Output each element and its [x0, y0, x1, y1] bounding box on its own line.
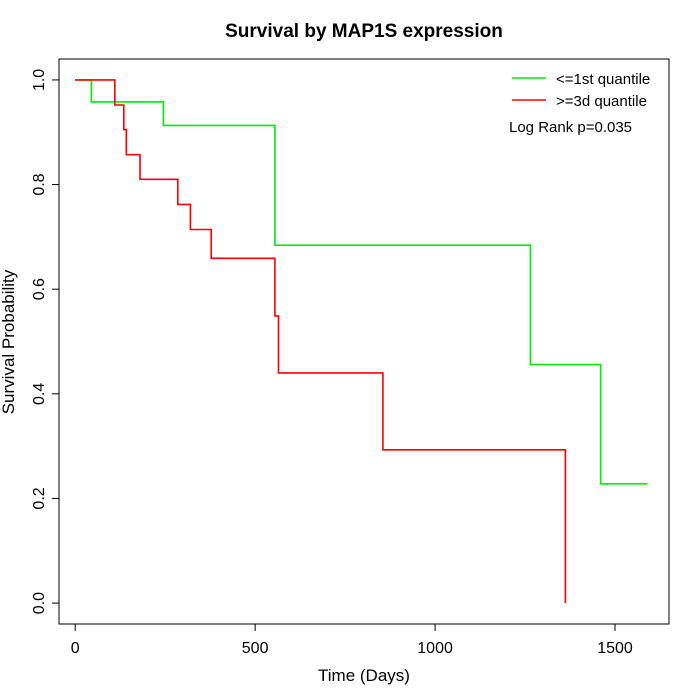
legend-label-series-1: <=1st quantile — [556, 71, 650, 88]
x-tick-label: 1000 — [417, 640, 453, 657]
survival-curve-series-2 — [75, 79, 567, 604]
x-tick-label: 500 — [242, 640, 269, 657]
x-axis: 0 500 1000 1500 — [71, 623, 633, 657]
x-tick-label: 0 — [71, 640, 80, 657]
survival-curve-series-1 — [75, 79, 648, 485]
legend: <=1st quantile >=3d quantile — [512, 71, 650, 110]
y-tick-label: 0.8 — [31, 173, 48, 195]
y-tick-label: 0.0 — [31, 592, 48, 614]
y-tick-label: 1.0 — [31, 69, 48, 91]
y-tick-label: 0.6 — [31, 278, 48, 300]
y-tick-label: 0.2 — [31, 487, 48, 509]
chart-title: Survival by MAP1S expression — [225, 21, 503, 42]
y-tick-label: 0.4 — [31, 383, 48, 405]
log-rank-annotation: Log Rank p=0.035 — [509, 119, 632, 136]
y-axis-label: Survival Probability — [0, 269, 18, 414]
x-axis-label: Time (Days) — [318, 666, 410, 685]
y-axis: 0.0 0.2 0.4 0.6 0.8 1.0 — [31, 69, 60, 614]
legend-label-series-2: >=3d quantile — [556, 93, 647, 110]
series-layer — [75, 79, 648, 604]
x-tick-label: 1500 — [597, 640, 633, 657]
